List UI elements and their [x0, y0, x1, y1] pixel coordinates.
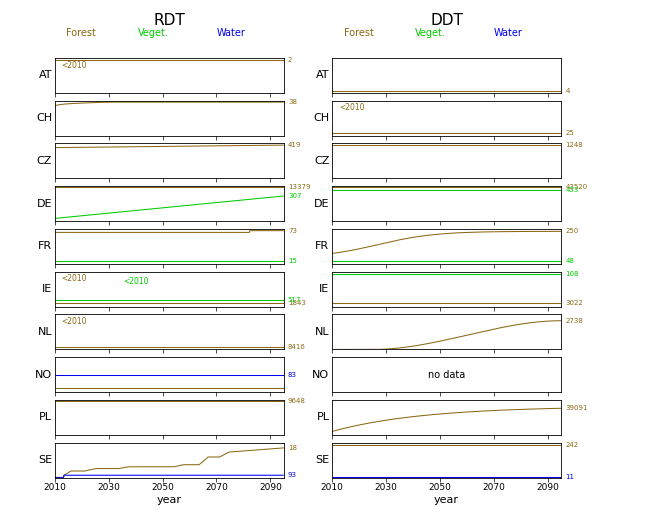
Y-axis label: SE: SE [38, 455, 52, 465]
Text: <2010: <2010 [339, 104, 364, 112]
Y-axis label: IE: IE [319, 284, 330, 294]
Y-axis label: CH: CH [313, 113, 330, 123]
Y-axis label: FR: FR [315, 242, 330, 251]
Y-axis label: NO: NO [35, 370, 52, 380]
Y-axis label: CH: CH [36, 113, 52, 123]
Y-axis label: DE: DE [37, 199, 52, 209]
Text: 108: 108 [565, 271, 579, 277]
Text: 1248: 1248 [565, 142, 583, 148]
Text: 9648: 9648 [288, 398, 306, 404]
Text: 250: 250 [565, 228, 579, 234]
Text: Veget.: Veget. [138, 28, 169, 39]
Text: 307: 307 [288, 193, 301, 199]
Text: <2010: <2010 [124, 277, 149, 286]
Y-axis label: NO: NO [312, 370, 330, 380]
Y-axis label: PL: PL [317, 413, 330, 422]
Text: 1843: 1843 [288, 300, 306, 306]
Y-axis label: NL: NL [37, 327, 52, 337]
Text: 38: 38 [288, 99, 297, 105]
X-axis label: year: year [434, 495, 459, 505]
Y-axis label: SE: SE [315, 455, 330, 465]
Text: <2010: <2010 [62, 317, 87, 326]
Text: DDT: DDT [430, 13, 463, 28]
Y-axis label: NL: NL [315, 327, 330, 337]
Text: Water: Water [217, 28, 246, 39]
Text: 48: 48 [565, 258, 574, 264]
Y-axis label: AT: AT [316, 71, 330, 80]
Text: 8416: 8416 [288, 344, 306, 350]
Text: no data: no data [428, 370, 465, 380]
Text: 242: 242 [565, 442, 579, 448]
Text: 13379: 13379 [288, 184, 310, 190]
Y-axis label: CZ: CZ [314, 156, 330, 166]
Y-axis label: IE: IE [42, 284, 52, 294]
Text: 18: 18 [288, 445, 297, 451]
Text: 25: 25 [565, 130, 574, 136]
Y-axis label: FR: FR [38, 242, 52, 251]
Text: <2010: <2010 [62, 274, 87, 283]
Text: 2: 2 [288, 57, 292, 63]
X-axis label: year: year [157, 495, 182, 505]
Text: Water: Water [494, 28, 523, 39]
Text: <2010: <2010 [62, 61, 87, 70]
Text: 4: 4 [565, 88, 570, 94]
Text: Forest: Forest [66, 28, 96, 39]
Text: 433: 433 [565, 187, 579, 193]
Text: 419: 419 [288, 142, 301, 148]
Text: 43520: 43520 [565, 184, 588, 190]
Text: Forest: Forest [344, 28, 373, 39]
Text: 83: 83 [288, 372, 297, 377]
Text: 73: 73 [288, 228, 297, 234]
Y-axis label: DE: DE [314, 199, 330, 209]
Text: 3022: 3022 [565, 300, 583, 306]
Text: Veget.: Veget. [415, 28, 446, 39]
Text: RDT: RDT [154, 13, 185, 28]
Text: 39091: 39091 [565, 405, 588, 411]
Text: 517: 517 [288, 297, 301, 303]
Text: 15: 15 [288, 258, 297, 264]
Y-axis label: AT: AT [39, 71, 52, 80]
Text: 11: 11 [565, 474, 574, 480]
Text: 93: 93 [288, 472, 297, 478]
Y-axis label: CZ: CZ [37, 156, 52, 166]
Text: 2738: 2738 [565, 318, 583, 324]
Y-axis label: PL: PL [39, 413, 52, 422]
